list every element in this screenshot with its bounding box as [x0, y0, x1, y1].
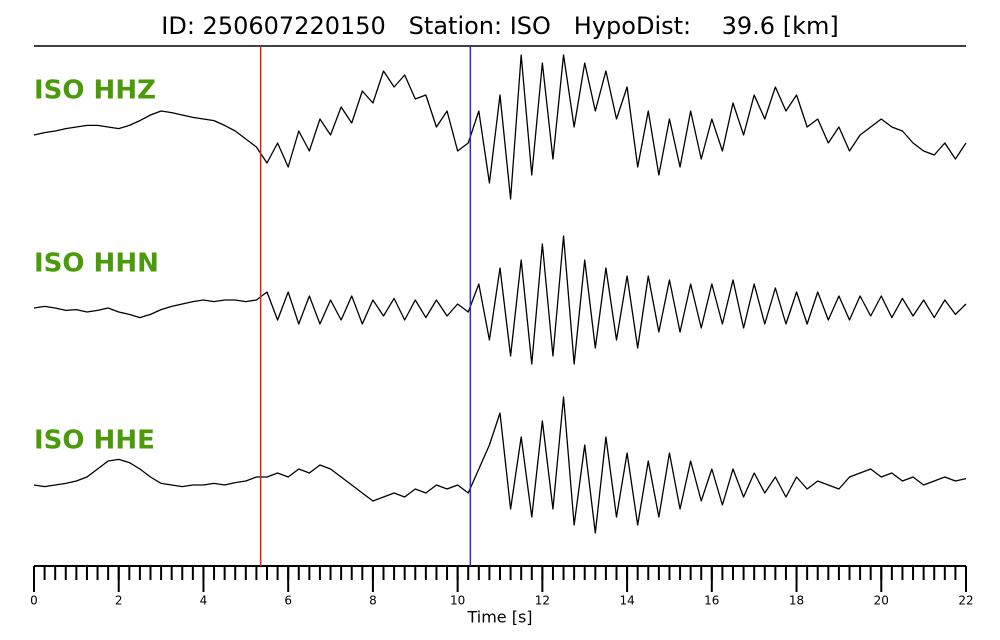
x-tick-label: 12 [535, 594, 550, 608]
x-axis-label: Time [s] [466, 608, 532, 627]
trace-label: ISO HHN [34, 249, 159, 279]
trace-label: ISO HHZ [34, 76, 156, 106]
x-tick-label: 0 [30, 594, 38, 608]
x-tick-label: 8 [369, 594, 377, 608]
x-tick-label: 14 [619, 594, 634, 608]
x-tick-label: 10 [450, 594, 465, 608]
trace [33, 396, 967, 534]
x-tick-label: 22 [958, 594, 973, 608]
trace [33, 54, 967, 200]
x-tick-label: 16 [704, 594, 719, 608]
x-tick-label: 6 [284, 594, 292, 608]
x-tick-label: 4 [200, 594, 208, 608]
trace [33, 235, 967, 365]
x-tick-label: 2 [115, 594, 123, 608]
trace-label: ISO HHE [34, 426, 155, 456]
x-tick-label: 20 [874, 594, 889, 608]
chart-title: ID: 250607220150 Station: ISO HypoDist: … [161, 12, 838, 40]
x-tick-label: 18 [789, 594, 804, 608]
